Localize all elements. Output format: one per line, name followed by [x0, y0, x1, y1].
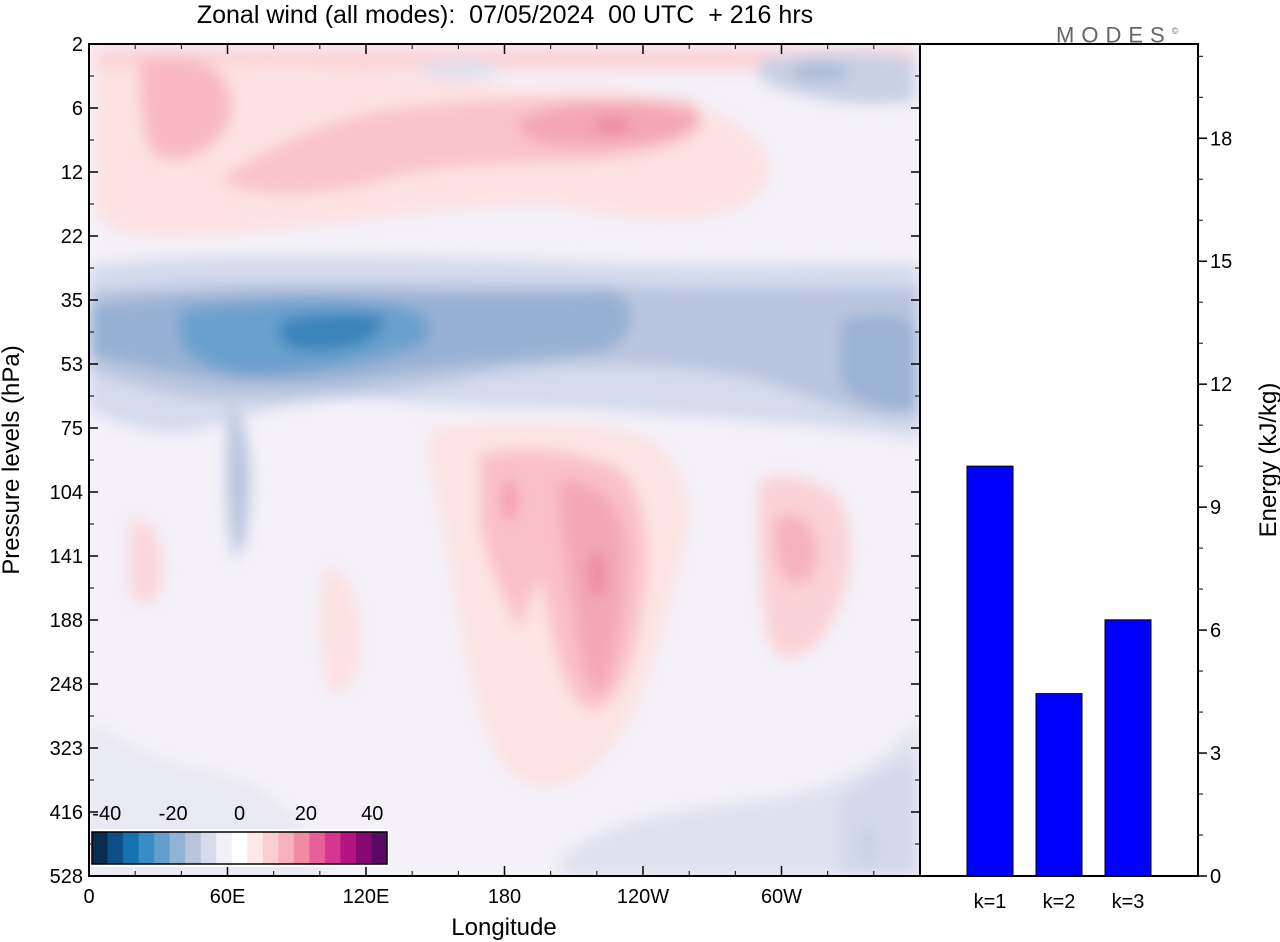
energy-tick-label: 0	[1210, 866, 1221, 888]
colorbar-swatch	[154, 832, 171, 864]
colorbar-swatch	[324, 832, 341, 864]
colorbar-swatch	[340, 832, 357, 864]
colorbar-swatch	[293, 832, 310, 864]
colorbar-swatch	[200, 832, 217, 864]
colorbar-swatch	[169, 832, 186, 864]
energy-tick-label: 12	[1210, 374, 1232, 396]
x-tick-label: 60E	[210, 886, 246, 908]
colorbar-swatch	[107, 832, 124, 864]
energy-bars	[966, 465, 1152, 877]
y-tick-label: 22	[61, 226, 83, 248]
x-tick-label: 0	[83, 886, 94, 908]
y-tick-label: 53	[61, 354, 83, 376]
colorbar-tick-label: -40	[92, 803, 121, 825]
copyright-mark: ©	[1171, 26, 1179, 36]
y-tick-label: 248	[50, 674, 83, 696]
energy-y-axis: 0 3 6 9 12 15 18	[1198, 55, 1232, 888]
heatmap-x-axis: 0 60E 120E 180 120W 60W	[83, 44, 875, 908]
colorbar-swatch	[309, 832, 326, 864]
colorbar-labels: -40 -20 0 20 40	[92, 803, 383, 825]
y-tick-label: 528	[50, 866, 83, 888]
heatmap-field	[89, 44, 920, 876]
energy-category-label: k=2	[1043, 891, 1076, 913]
chart-title: Zonal wind (all modes): 07/05/2024 00 UT…	[196, 1, 814, 29]
energy-tick-label: 15	[1210, 251, 1232, 273]
colorbar-frame	[91, 831, 388, 865]
y-tick-label: 188	[50, 610, 83, 632]
y-tick-label: 323	[50, 738, 83, 760]
x-tick-label: 60W	[761, 886, 802, 908]
energy-x-axis: k=1 k=2 k=3	[974, 891, 1145, 913]
colorbar-swatch	[262, 832, 279, 864]
colorbar-swatch	[123, 832, 140, 864]
heatmap-y-axis: 2 6 12 22 35 53 75 104 141 188 248 323 416 528	[50, 34, 920, 888]
colorbar-swatch	[138, 832, 155, 864]
y-tick-label: 416	[50, 802, 83, 824]
y-tick-label: 104	[50, 482, 83, 504]
y-tick-label: 35	[61, 290, 83, 312]
y-tick-label: 75	[61, 418, 83, 440]
energy-category-label: k=1	[974, 891, 1007, 913]
energy-tick-label: 18	[1210, 128, 1232, 150]
x-tick-label: 120E	[343, 886, 390, 908]
x-tick-label: 120W	[617, 886, 669, 908]
colorbar-swatches	[92, 832, 388, 864]
colorbar-swatch	[247, 832, 264, 864]
colorbar-swatch	[92, 832, 109, 864]
colorbar-tick-label: 40	[361, 803, 383, 825]
colorbar-swatch	[355, 832, 372, 864]
x-tick-label: 180	[488, 886, 521, 908]
y-tick-label: 2	[72, 34, 83, 56]
energy-bar-k=1	[966, 465, 1014, 877]
colorbar-swatch	[371, 832, 388, 864]
energy-tick-label: 3	[1210, 743, 1221, 765]
colorbar-swatch	[216, 832, 233, 864]
y-tick-label: 12	[61, 162, 83, 184]
energy-category-label: k=3	[1112, 891, 1145, 913]
energy-tick-label: 9	[1210, 497, 1221, 519]
y-axis-title: Pressure levels (hPa)	[0, 345, 25, 574]
energy-bar-k=3	[1104, 619, 1152, 877]
colorbar-tick-label: -20	[159, 803, 188, 825]
y-tick-label: 6	[72, 98, 83, 120]
colorbar-swatch	[278, 832, 295, 864]
energy-axis-title: Energy (kJ/kg)	[1255, 383, 1280, 538]
colorbar-swatch	[185, 832, 202, 864]
colorbar-tick-label: 0	[234, 803, 245, 825]
x-axis-title: Longitude	[451, 914, 556, 941]
energy-bar-k=2	[1035, 693, 1083, 877]
colorbar-tick-label: 20	[295, 803, 317, 825]
colorbar-swatch	[231, 832, 248, 864]
energy-tick-label: 6	[1210, 620, 1221, 642]
y-tick-label: 141	[50, 546, 83, 568]
colorbar: -40 -20 0 20 40	[91, 803, 389, 867]
